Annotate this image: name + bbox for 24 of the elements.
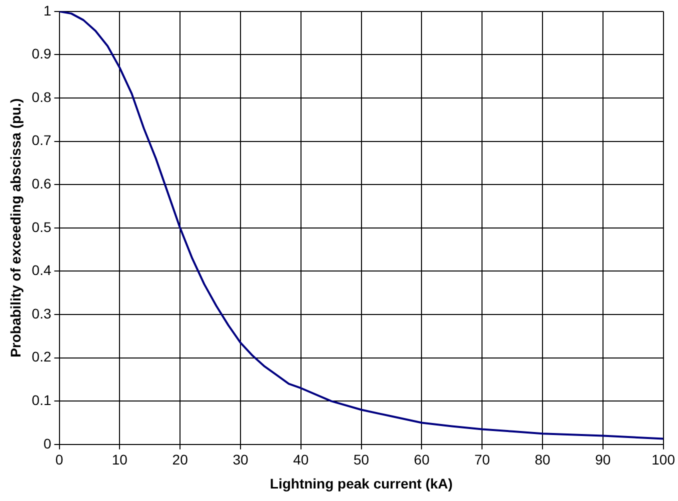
- y-tick-label: 0.7: [32, 132, 52, 148]
- x-tick-label: 50: [354, 452, 370, 468]
- y-tick-label: 0.9: [32, 46, 52, 62]
- y-tick-label: 0.1: [32, 392, 52, 408]
- y-tick-label: 0.3: [32, 305, 52, 322]
- x-tick-label: 20: [172, 452, 188, 468]
- x-tick-label: 10: [112, 452, 128, 468]
- y-tick-label: 0: [43, 435, 52, 452]
- x-axis-title: Lightning peak current (kA): [270, 475, 453, 492]
- x-tick-label: 100: [652, 452, 676, 468]
- y-tick-label: 0.4: [32, 262, 52, 278]
- x-tick-label: 40: [293, 452, 309, 468]
- x-tick-label: 80: [534, 452, 551, 468]
- y-axis-title: Probability of exceeding abscissa (pu.): [7, 98, 24, 358]
- x-tick-label: 60: [414, 452, 430, 468]
- y-tick-label: 0.8: [32, 88, 52, 105]
- x-tick-label: 70: [474, 452, 490, 468]
- y-tick-label: 0.5: [32, 218, 52, 235]
- y-tick-label: 1: [43, 2, 52, 18]
- x-tick-label: 0: [55, 452, 64, 468]
- y-tick-label: 0.6: [32, 175, 52, 192]
- x-tick-label: 30: [232, 452, 248, 468]
- y-tick-label: 0.2: [32, 348, 52, 365]
- x-tick-label: 90: [595, 452, 611, 468]
